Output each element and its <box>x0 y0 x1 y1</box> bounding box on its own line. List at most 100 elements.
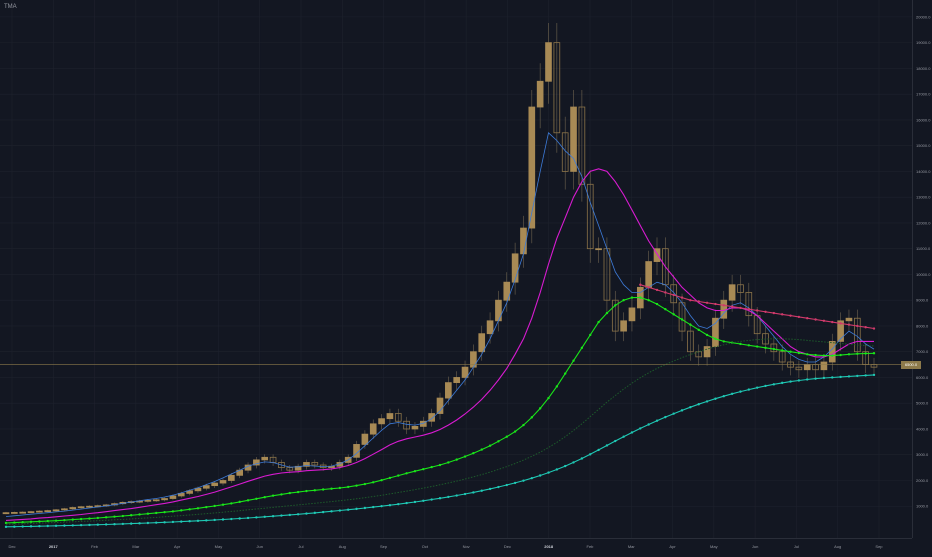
ma-dot <box>822 376 826 380</box>
ma-dot <box>505 483 508 487</box>
moving-averages <box>4 132 876 529</box>
price-tick-label: 12000.0 <box>916 220 931 225</box>
ma-dot <box>480 489 483 492</box>
price-tick-label: 5000.0 <box>916 401 929 406</box>
ma-dot <box>547 396 550 400</box>
price-tick-label: 15000.0 <box>916 143 931 148</box>
ma-dot <box>822 319 826 322</box>
candle <box>445 382 452 399</box>
ma-dot <box>163 521 166 524</box>
ma-dot <box>113 515 116 518</box>
time-tick-label: Jun <box>752 544 758 549</box>
ma-dot <box>764 346 767 350</box>
ma-dot <box>180 509 183 512</box>
ma-dot <box>772 383 776 386</box>
candle <box>286 467 294 471</box>
ma-dot <box>755 386 759 389</box>
candle <box>570 106 577 172</box>
chart-pane[interactable]: TMA <box>0 0 912 538</box>
time-tick-label: Jul <box>298 544 303 549</box>
ma-dot <box>672 293 675 297</box>
price-tick-label: 3000.0 <box>916 452 929 457</box>
indicator-title[interactable]: TMA <box>4 4 17 10</box>
candle <box>687 330 694 353</box>
ma-dot <box>563 372 567 375</box>
ma-dot <box>522 423 525 427</box>
time-tick-label: Apr <box>669 544 676 549</box>
ma-dot <box>806 378 809 381</box>
ma-dot <box>697 403 700 406</box>
price-tick-label: 14000.0 <box>916 169 931 174</box>
ma-dot <box>689 323 692 326</box>
candle <box>152 499 160 502</box>
candle <box>194 487 202 492</box>
candle <box>778 351 786 363</box>
candle <box>645 261 652 288</box>
ma-dot <box>163 510 166 514</box>
ma-dot <box>847 353 851 356</box>
candle <box>27 511 35 514</box>
candle <box>511 253 519 283</box>
candle <box>403 420 410 430</box>
ma-dot <box>730 305 734 308</box>
candle <box>52 509 60 512</box>
ma-dot <box>88 523 91 527</box>
ma-dot <box>655 302 659 306</box>
candle <box>653 248 661 262</box>
ma-dot <box>246 499 250 502</box>
candle <box>361 433 369 445</box>
ma-dot <box>146 512 150 515</box>
ma-dot <box>63 518 66 522</box>
price-tick-label: 8000.0 <box>916 323 929 328</box>
ma-dot <box>4 521 8 525</box>
ma-dot <box>397 474 400 477</box>
ma-dot <box>363 482 367 486</box>
ma-dot <box>21 525 24 528</box>
ma-dot <box>263 515 266 519</box>
ma-dot <box>797 351 801 355</box>
ma-dot <box>413 500 417 504</box>
candle <box>61 508 68 511</box>
candles <box>2 23 878 515</box>
ma-dot <box>205 505 208 509</box>
time-tick-label: May <box>215 544 223 549</box>
ma-dot <box>705 333 709 337</box>
time-tick-label: Dec <box>504 544 511 549</box>
ma-dot <box>171 510 175 513</box>
time-tick-label: Dec <box>8 544 15 549</box>
ma-dot <box>171 520 175 524</box>
ma-dot <box>430 498 433 501</box>
candle <box>795 366 803 371</box>
price-tick-label: 7000.0 <box>916 349 929 354</box>
ma-dot <box>38 524 41 528</box>
ma-dot <box>355 484 358 487</box>
ma-dot <box>271 494 275 497</box>
price-tick-label: 11000.0 <box>916 246 931 251</box>
ma-dot <box>655 419 659 422</box>
candle <box>303 462 310 467</box>
ma-dot <box>605 444 609 447</box>
candle <box>837 320 844 342</box>
candle <box>144 499 152 502</box>
ma-dot <box>764 384 767 388</box>
candle <box>628 307 636 322</box>
ma-dot <box>839 353 842 357</box>
price-axis[interactable]: 20000.0 19000.0 18000.0 17000.0 16000.0 15000… <box>912 0 932 538</box>
ma-dot <box>538 407 542 410</box>
ma-dot <box>780 381 784 385</box>
ma-dot <box>722 395 725 398</box>
ma-dot <box>847 323 851 326</box>
time-axis[interactable]: Dec 2017 Feb Mar Apr May Jun Jul Aug Sep Oct Nov Dec… <box>0 538 912 551</box>
candle <box>86 505 93 508</box>
ma-dot <box>121 514 125 518</box>
ma-dot <box>455 458 458 461</box>
ma-dot <box>230 517 233 521</box>
price-tick-label: 18000.0 <box>916 66 931 71</box>
time-tick-label: Sep <box>380 544 388 549</box>
ma-dot <box>472 451 475 455</box>
price-chart[interactable] <box>0 0 912 538</box>
candle <box>578 106 586 185</box>
ma-dot <box>422 467 425 471</box>
candle <box>228 474 235 481</box>
ma-dot <box>597 448 600 452</box>
